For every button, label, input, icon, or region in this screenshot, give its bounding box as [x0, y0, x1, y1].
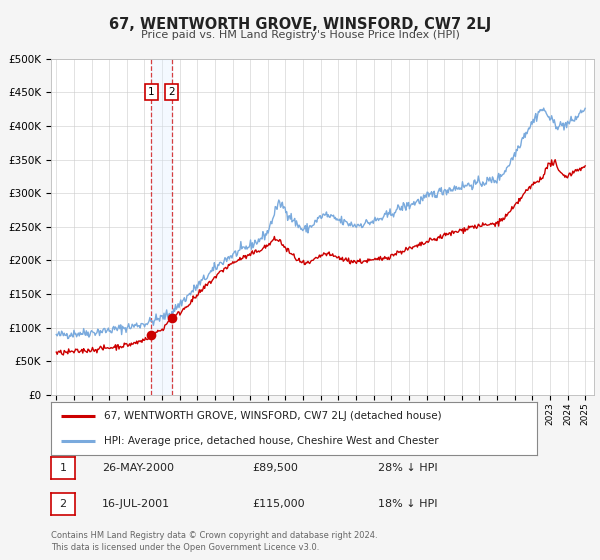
Text: £115,000: £115,000: [252, 499, 305, 509]
Text: Price paid vs. HM Land Registry's House Price Index (HPI): Price paid vs. HM Land Registry's House …: [140, 30, 460, 40]
Text: 28% ↓ HPI: 28% ↓ HPI: [378, 463, 437, 473]
Text: 2: 2: [168, 87, 175, 97]
Text: 67, WENTWORTH GROVE, WINSFORD, CW7 2LJ: 67, WENTWORTH GROVE, WINSFORD, CW7 2LJ: [109, 17, 491, 32]
Text: 2: 2: [59, 499, 67, 509]
Text: 67, WENTWORTH GROVE, WINSFORD, CW7 2LJ (detached house): 67, WENTWORTH GROVE, WINSFORD, CW7 2LJ (…: [104, 411, 442, 421]
Text: HPI: Average price, detached house, Cheshire West and Chester: HPI: Average price, detached house, Ches…: [104, 436, 439, 446]
Text: 1: 1: [59, 463, 67, 473]
Text: Contains HM Land Registry data © Crown copyright and database right 2024.
This d: Contains HM Land Registry data © Crown c…: [51, 531, 377, 552]
Text: £89,500: £89,500: [252, 463, 298, 473]
Text: 26-MAY-2000: 26-MAY-2000: [102, 463, 174, 473]
Text: 16-JUL-2001: 16-JUL-2001: [102, 499, 170, 509]
Bar: [151, 59, 172, 395]
Text: 1: 1: [148, 87, 155, 97]
Text: 18% ↓ HPI: 18% ↓ HPI: [378, 499, 437, 509]
